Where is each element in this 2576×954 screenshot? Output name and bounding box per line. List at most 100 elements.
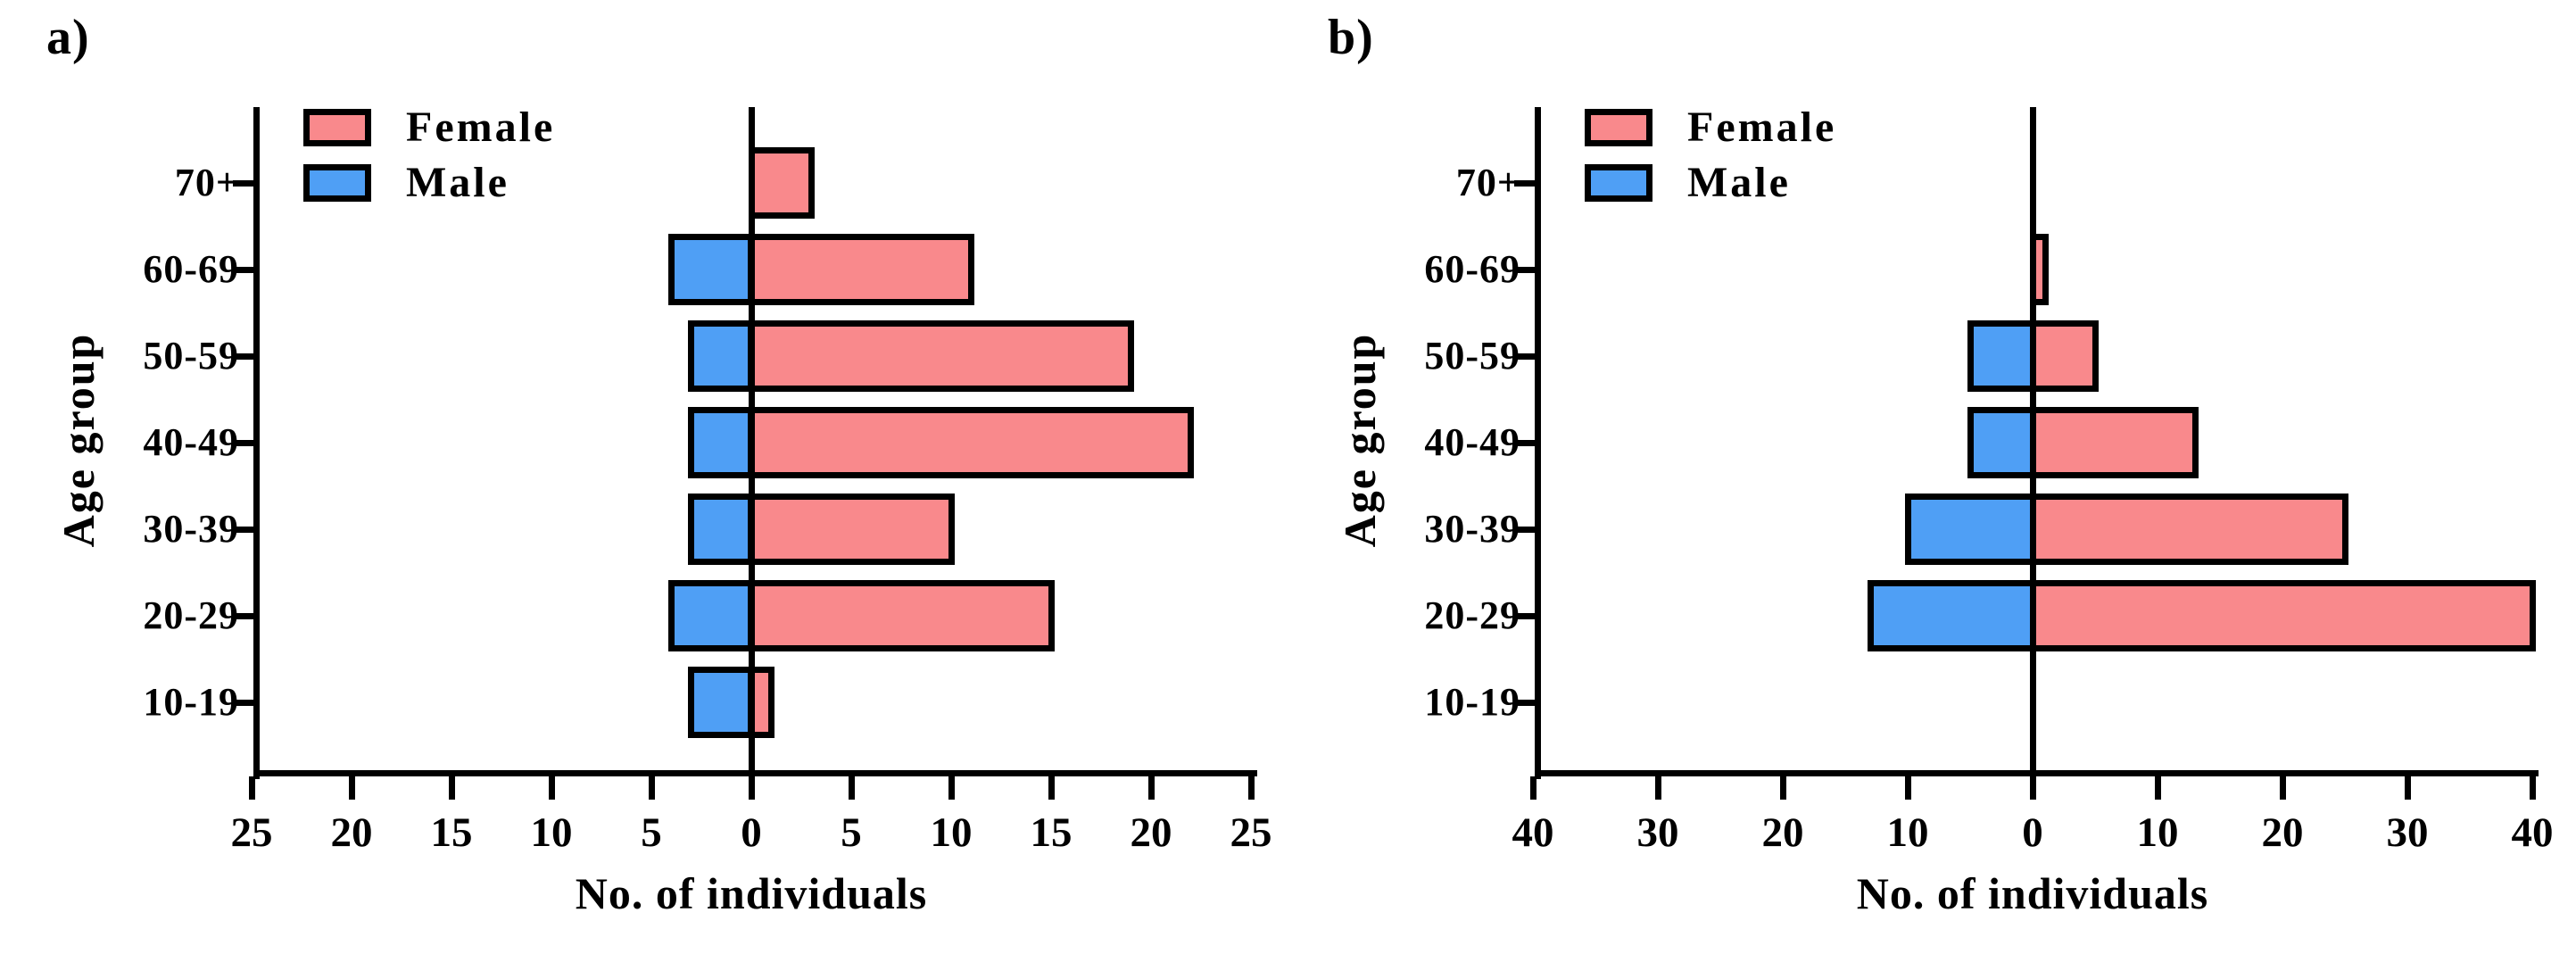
male-bar-50-59 xyxy=(688,320,755,392)
x-tick-label: 20 xyxy=(2261,809,2304,856)
x-tick-mark xyxy=(1780,776,1786,800)
x-tick-label: 30 xyxy=(2386,809,2429,856)
x-tick-mark xyxy=(1905,776,1911,800)
male-bar-60-69 xyxy=(667,234,755,305)
x-tick-label: 0 xyxy=(741,809,762,856)
x-tick-label: 10 xyxy=(530,809,573,856)
x-tick-mark xyxy=(1248,776,1255,800)
x-tick-label: 40 xyxy=(1512,809,1554,856)
y-tick-mark xyxy=(233,613,254,619)
x-tick-label: 10 xyxy=(2136,809,2179,856)
female-bar-50-59 xyxy=(2029,320,2099,392)
female-bar-60-69 xyxy=(2029,234,2049,305)
y-axis-spine xyxy=(1535,107,1541,779)
x-tick-label: 20 xyxy=(1130,809,1172,856)
y-tick-label: 10-19 xyxy=(143,680,239,724)
y-tick-mark xyxy=(233,700,254,706)
x-tick-mark xyxy=(2030,776,2036,800)
y-axis-spine xyxy=(253,107,260,779)
x-tick-label: 30 xyxy=(1636,809,1679,856)
x-tick-mark xyxy=(948,776,955,800)
x-tick-mark xyxy=(1048,776,1055,800)
y-tick-label: 30-39 xyxy=(143,507,239,551)
legend-female-swatch xyxy=(303,109,371,146)
y-tick-label: 30-39 xyxy=(1424,507,1520,551)
panel-a: a) Age group No. of individuals 70+ 60-69… xyxy=(46,10,1272,918)
y-tick-mark xyxy=(1514,353,1536,360)
x-tick-label: 20 xyxy=(1761,809,1804,856)
y-tick-label: 40-49 xyxy=(1424,420,1520,464)
male-bar-50-59 xyxy=(1967,320,2036,392)
legend-male-swatch xyxy=(303,164,371,202)
female-bar-60-69 xyxy=(748,234,974,305)
legend-female-label: Female xyxy=(406,104,556,151)
female-bar-30-39 xyxy=(748,494,955,565)
legend-male-label: Male xyxy=(406,159,509,206)
x-axis-line xyxy=(253,770,1257,776)
x-axis-line xyxy=(1535,770,2539,776)
y-tick-label: 60-69 xyxy=(1424,247,1520,291)
legend-male-swatch xyxy=(1585,164,1652,202)
y-tick-label: 20-29 xyxy=(143,593,239,637)
panel-b-label: b) xyxy=(1328,10,1374,65)
x-axis-title: No. of individuals xyxy=(575,868,928,918)
y-tick-label: 50-59 xyxy=(143,334,239,377)
x-tick-mark xyxy=(349,776,355,800)
y-tick-mark xyxy=(233,440,254,446)
y-tick-mark xyxy=(1514,527,1536,533)
x-tick-mark xyxy=(649,776,655,800)
panel-a-label: a) xyxy=(46,10,90,65)
male-bar-40-49 xyxy=(1967,407,2036,478)
x-tick-label: 10 xyxy=(930,809,973,856)
male-bar-30-39 xyxy=(1904,494,2036,565)
male-bar-20-29 xyxy=(667,580,755,651)
y-tick-label: 60-69 xyxy=(143,247,239,291)
x-tick-mark xyxy=(549,776,555,800)
panel-b: b) Age group No. of individuals 70+ 60-69… xyxy=(1281,0,2570,954)
x-tick-label: 0 xyxy=(2022,809,2043,856)
x-tick-mark xyxy=(1655,776,1661,800)
female-bar-50-59 xyxy=(748,320,1135,392)
legend-male-label: Male xyxy=(1687,159,1791,206)
x-tick-mark xyxy=(249,776,255,800)
x-tick-mark xyxy=(749,776,755,800)
y-tick-mark xyxy=(233,527,254,533)
y-tick-label: 40-49 xyxy=(143,420,239,464)
x-tick-mark xyxy=(849,776,855,800)
female-bar-40-49 xyxy=(2029,407,2199,478)
male-bar-40-49 xyxy=(688,407,755,478)
x-tick-label: 25 xyxy=(230,809,273,856)
x-tick-mark xyxy=(1148,776,1155,800)
male-bar-10-19 xyxy=(688,667,755,738)
x-tick-label: 40 xyxy=(2511,809,2554,856)
female-bar-20-29 xyxy=(748,580,1055,651)
y-tick-mark xyxy=(233,267,254,273)
x-tick-label: 15 xyxy=(430,809,473,856)
x-tick-mark xyxy=(2155,776,2161,800)
y-tick-mark xyxy=(233,180,254,187)
x-tick-mark xyxy=(449,776,455,800)
y-tick-label: 70+ xyxy=(1455,161,1520,204)
x-tick-label: 5 xyxy=(841,809,862,856)
x-tick-label: 5 xyxy=(641,809,662,856)
x-tick-mark xyxy=(1530,776,1536,800)
x-tick-mark xyxy=(2280,776,2286,800)
female-bar-70+ xyxy=(748,147,815,219)
x-tick-label: 15 xyxy=(1030,809,1073,856)
female-bar-30-39 xyxy=(2029,494,2348,565)
x-tick-label: 25 xyxy=(1230,809,1272,856)
y-tick-mark xyxy=(1514,440,1536,446)
y-tick-label: 50-59 xyxy=(1424,334,1520,377)
female-bar-40-49 xyxy=(748,407,1195,478)
y-tick-label: 20-29 xyxy=(1424,593,1520,637)
male-bar-20-29 xyxy=(1867,580,2036,651)
legend-female-swatch xyxy=(1585,109,1652,146)
x-tick-label: 20 xyxy=(330,809,373,856)
y-tick-label: 70+ xyxy=(174,161,239,204)
y-tick-mark xyxy=(233,353,254,360)
y-tick-mark xyxy=(1514,613,1536,619)
male-bar-30-39 xyxy=(688,494,755,565)
y-tick-label: 10-19 xyxy=(1424,680,1520,724)
female-bar-20-29 xyxy=(2029,580,2536,651)
